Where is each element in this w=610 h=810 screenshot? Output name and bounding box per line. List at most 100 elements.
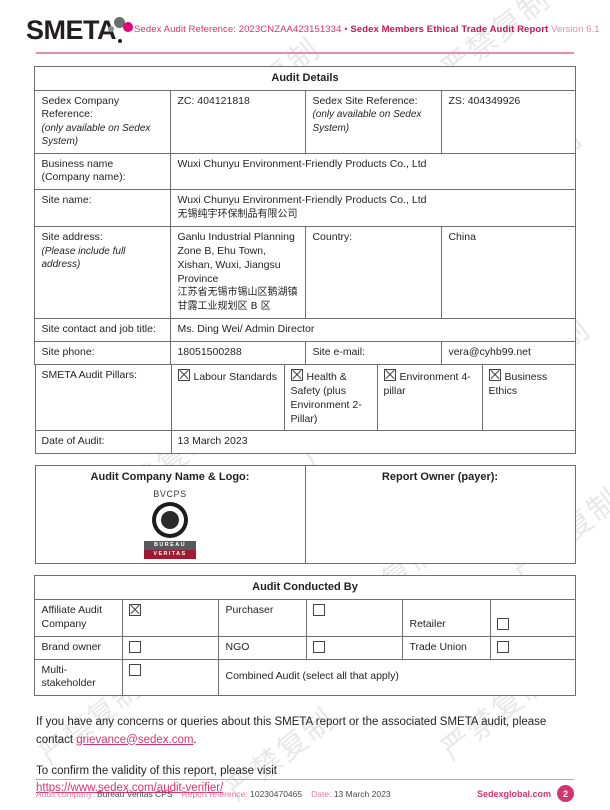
footer-report-ref-label: Report reference:: [181, 788, 248, 799]
contact-value: Ms. Ding Wei/ Admin Director: [170, 318, 576, 343]
audit-verifier-link[interactable]: https://www.sedex.com/audit-verifier/: [36, 782, 224, 795]
grievance-email-link[interactable]: grievance@sedex.com: [76, 733, 194, 746]
notices-section: If you have any concerns or queries abou…: [36, 714, 574, 797]
header-reference-line: Sedex Audit Reference: 2023CNZAA42315133…: [134, 24, 600, 35]
country-label: Country:: [305, 226, 443, 320]
pillar-label-3: Business Ethics: [488, 370, 548, 397]
header-reference-label: Sedex Audit Reference:: [134, 24, 237, 35]
pillar-business-ethics[interactable]: Business Ethics: [481, 363, 576, 432]
ngo-label: NGO: [218, 635, 308, 660]
bureau-veritas-logo: BVCPS BUREAU VERITAS: [144, 489, 196, 559]
brand-owner-checkbox-cell[interactable]: [122, 635, 220, 660]
company-ref-label: Sedex Company Reference:: [41, 94, 120, 121]
phone-label: Site phone:: [34, 341, 172, 365]
checkbox-icon-retailer[interactable]: [497, 618, 510, 631]
table-row-conducted-title: Audit Conducted By: [34, 575, 576, 600]
email-value: vera@cyhb99.net: [441, 341, 576, 365]
site-address-value: Ganlu Industrial Planning Zone B, Ehu To…: [177, 231, 295, 285]
page-footer: Audit company: Bureau Veritas CPS Report…: [0, 779, 610, 802]
bureau-veritas-line2: VERITAS: [144, 549, 196, 559]
company-ref-value: ZC: 404121818: [170, 89, 307, 154]
pillar-health-safety[interactable]: Health & Safety (plus Environment 2-Pill…: [283, 363, 378, 432]
pillar-environment[interactable]: Environment 4-pillar: [376, 363, 483, 432]
checkbox-icon-affiliate-audit-company[interactable]: [129, 604, 142, 617]
header-separator: •: [344, 24, 348, 35]
table-row-date-of-audit: Date of Audit: 13 March 2023: [34, 430, 576, 455]
report-owner-label: Report Owner (payer):: [304, 465, 576, 565]
audit-company-table: Audit Company Name & Logo: BVCPS BUREAU …: [34, 465, 576, 565]
validity-paragraph: To confirm the validity of this report, …: [36, 763, 574, 798]
email-label: Site e-mail:: [305, 341, 443, 365]
footer-audit-company-label: Audit company:: [36, 788, 95, 799]
audit-details-section: Audit Details Sedex Company Reference: (…: [0, 66, 610, 455]
table-row-conducted-3: Multi-stakeholder Combined Audit (select…: [34, 658, 576, 697]
grievance-text-before: If you have any concerns or queries abou…: [36, 716, 547, 746]
contact-label: Site contact and job title:: [34, 318, 172, 343]
checkbox-icon-multi-stakeholder[interactable]: [129, 663, 142, 676]
company-ref-label-cell: Sedex Company Reference: (only available…: [34, 89, 172, 154]
trade-union-label: Trade Union: [402, 635, 492, 660]
page-header: SMETA Sedex Audit Reference: 2023CNZAA42…: [0, 0, 610, 56]
checkbox-icon-health-safety[interactable]: [290, 368, 303, 381]
purchaser-checkbox-cell[interactable]: [306, 598, 404, 637]
retailer-checkbox-cell[interactable]: [490, 598, 576, 637]
checkbox-icon-ngo[interactable]: [313, 640, 326, 653]
table-row-title: Audit Details: [34, 66, 576, 91]
table-row-pillars: SMETA Audit Pillars: Labour Standards He…: [34, 363, 576, 432]
phone-value: 18051500288: [170, 341, 307, 365]
footer-divider: [36, 779, 574, 780]
grievance-paragraph: If you have any concerns or queries abou…: [36, 714, 574, 749]
multi-stakeholder-checkbox-cell[interactable]: [122, 658, 220, 697]
audit-company-logo-cell: Audit Company Name & Logo: BVCPS BUREAU …: [34, 465, 306, 565]
pillars-label: SMETA Audit Pillars:: [34, 363, 172, 432]
header-version: Version 6.1: [551, 24, 600, 35]
logo-dot-pink: [123, 22, 133, 32]
pillar-labour-standards[interactable]: Labour Standards: [170, 363, 285, 432]
footer-date-value: 13 March 2023: [333, 788, 391, 799]
affiliate-audit-company-label: Affiliate Audit Company: [34, 598, 124, 637]
table-row-company-logo: Audit Company Name & Logo: BVCPS BUREAU …: [34, 465, 576, 565]
checkbox-icon-labour-standards[interactable]: [177, 368, 190, 381]
site-name-value: Wuxi Chunyu Environment-Friendly Product…: [177, 194, 427, 207]
affiliate-audit-company-checkbox-cell[interactable]: [122, 598, 220, 637]
audit-details-table: Audit Details Sedex Company Reference: (…: [34, 66, 576, 365]
site-ref-label-cell: Sedex Site Reference: (only available on…: [305, 89, 443, 154]
table-row-conducted-1: Affiliate Audit Company Purchaser Retail…: [34, 598, 576, 637]
footer-audit-company: Audit company: Bureau Veritas CPS: [36, 789, 173, 799]
logo-dot-registered: [118, 39, 122, 43]
checkbox-icon-brand-owner[interactable]: [129, 640, 142, 653]
trade-union-checkbox-cell[interactable]: [490, 635, 576, 660]
bureau-veritas-line1: BUREAU: [144, 540, 196, 550]
checkbox-icon-purchaser[interactable]: [313, 604, 326, 617]
footer-audit-company-value: Bureau Veritas CPS: [96, 788, 173, 799]
site-address-value-cell: Ganlu Industrial Planning Zone B, Ehu To…: [170, 226, 307, 320]
smeta-logo-text: SMETA: [26, 15, 117, 45]
combined-audit-label: Combined Audit (select all that apply): [218, 658, 576, 697]
purchaser-label: Purchaser: [218, 598, 308, 637]
footer-site-link[interactable]: Sedexglobal.com: [476, 788, 551, 799]
checkbox-icon-environment[interactable]: [383, 368, 396, 381]
site-name-value-cn: 无锡纯宇环保制品有限公司: [177, 209, 298, 221]
multi-stakeholder-label: Multi-stakeholder: [34, 658, 124, 697]
ngo-checkbox-cell[interactable]: [306, 635, 404, 660]
footer-report-reference: Report reference: 10230470465: [182, 789, 303, 799]
site-ref-note: (only available on Sedex System): [312, 109, 422, 134]
checkbox-icon-business-ethics[interactable]: [488, 368, 501, 381]
site-address-note: (Please include full address): [41, 245, 126, 271]
footer-date-label: Date:: [311, 788, 332, 799]
business-name-label: Business name (Company name):: [34, 152, 172, 191]
table-row-site-name: Site name: Wuxi Chunyu Environment-Frien…: [34, 189, 576, 228]
country-value: China: [441, 226, 576, 320]
company-ref-note: (only available on Sedex System): [41, 123, 151, 148]
checkbox-icon-trade-union[interactable]: [497, 640, 510, 653]
audit-conducted-by-section: Audit Conducted By Affiliate Audit Compa…: [0, 575, 610, 697]
bureau-veritas-seal-icon: [152, 501, 188, 538]
business-name-value: Wuxi Chunyu Environment-Friendly Product…: [170, 152, 576, 191]
table-row-business-name: Business name (Company name): Wuxi Chuny…: [34, 152, 576, 191]
date-of-audit-label: Date of Audit:: [34, 430, 172, 455]
site-address-value-cn: 江苏省无锡市锡山区鹅湖镇甘露工业规划区 B 区: [177, 287, 298, 313]
pillar-label-1: Health & Safety (plus Environment 2-Pill…: [290, 370, 362, 425]
bvcps-abbrev: BVCPS: [153, 488, 187, 499]
site-name-value-cell: Wuxi Chunyu Environment-Friendly Product…: [170, 189, 576, 228]
table-row-site-address: Site address: (Please include full addre…: [34, 226, 576, 320]
